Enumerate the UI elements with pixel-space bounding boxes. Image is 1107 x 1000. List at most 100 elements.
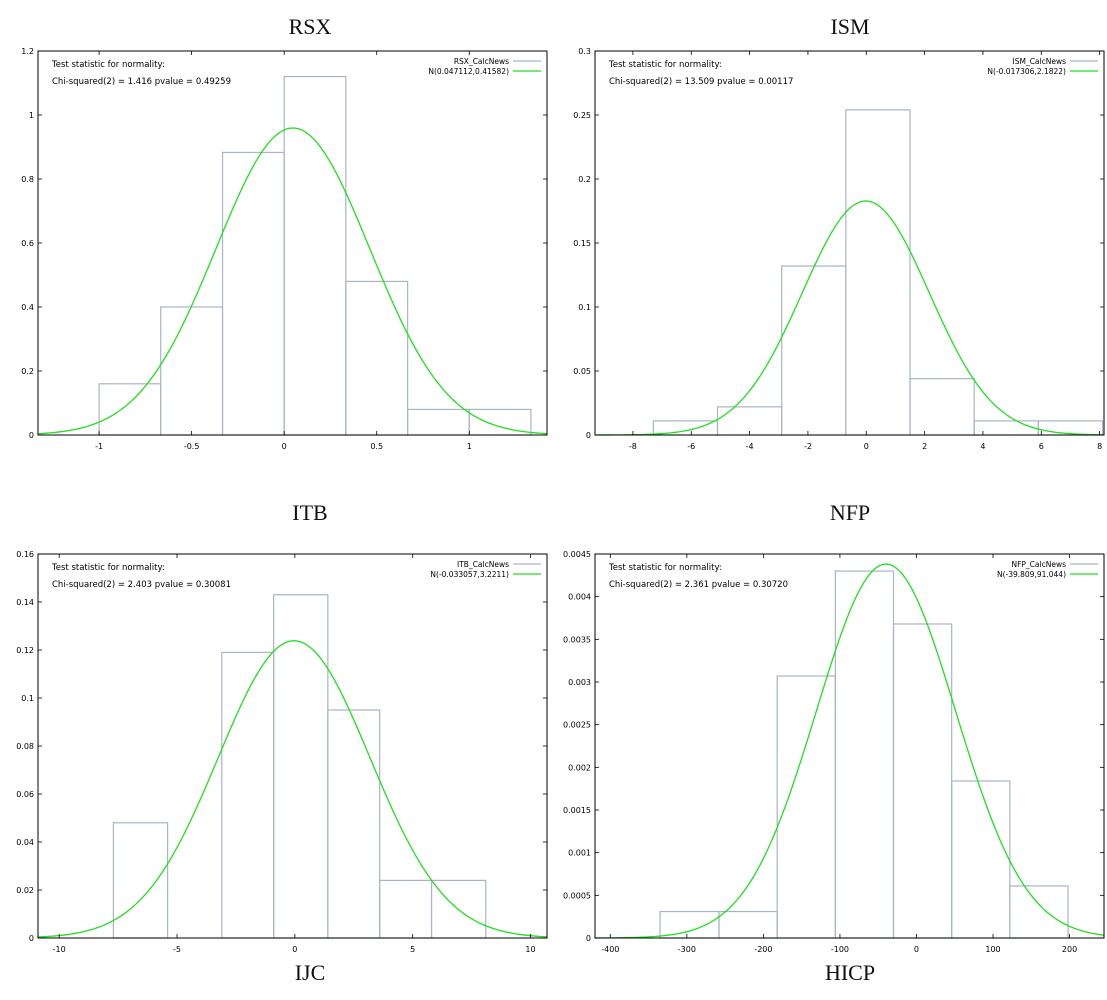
histogram-bar	[845, 109, 911, 436]
chart-caption-nfp: NFP	[829, 500, 871, 525]
histogram-bar	[345, 280, 409, 436]
y-tick-label: 0.001	[568, 849, 591, 858]
x-tick-label: 0	[864, 442, 869, 451]
x-tick-label: -100	[831, 945, 849, 954]
y-tick-label: 0.12	[16, 646, 34, 655]
x-tick-label: 0	[914, 945, 919, 954]
histogram-bar	[221, 651, 275, 939]
histogram-bar	[781, 265, 847, 436]
x-tick-label: -10	[53, 945, 66, 954]
legend-entry: NFP_CalcNews	[1011, 560, 1066, 569]
y-tick-label: 0.003	[568, 678, 591, 687]
y-tick-label: 0.8	[21, 175, 34, 184]
y-tick-label: 0.04	[16, 838, 34, 847]
x-tick-label: 6	[1039, 442, 1044, 451]
y-tick-label: 0.08	[16, 742, 34, 751]
histogram-bar	[160, 306, 224, 436]
y-tick-label: 0.0035	[563, 635, 591, 644]
plot-frame	[594, 553, 1105, 939]
x-tick-label: 200	[1062, 945, 1077, 954]
normal-curve	[37, 127, 548, 435]
chart-caption-hicp: HICP	[824, 960, 876, 985]
histogram-bar	[273, 594, 329, 939]
normality-test-annotation: Test statistic for normality:	[51, 563, 165, 573]
x-tick-label: -200	[754, 945, 772, 954]
histogram-bar	[659, 910, 720, 939]
y-tick-label: 0.02	[16, 886, 34, 895]
y-tick-label: 0.0025	[563, 721, 591, 730]
histogram-bar	[112, 822, 169, 939]
chart-caption-rsx: RSX	[288, 14, 332, 39]
plot-frame	[594, 50, 1105, 436]
y-tick-label: 0.0045	[563, 550, 591, 559]
x-tick-label: -1	[95, 442, 103, 451]
normality-test-annotation: Chi-squared(2) = 2.361 pvalue = 0.30720	[609, 580, 788, 590]
plot-frame	[37, 50, 548, 436]
chart-caption-itb: ITB	[292, 500, 328, 525]
chart-itb: 0 0.02 0.04 0.06 0.08 0.1 0.12 0.14 0.16 -10 -5 0 5 1…	[16, 550, 548, 954]
legend-entry: N(0.047112,0.41582)	[428, 67, 509, 76]
x-tick-label: 5	[410, 945, 415, 954]
x-tick-label: 2	[922, 442, 927, 451]
x-tick-label: 0.5	[370, 442, 383, 451]
histogram-bar	[221, 151, 285, 436]
y-tick-label: 0.004	[568, 593, 591, 602]
histogram-bar	[718, 910, 778, 939]
histogram-bar	[973, 420, 1039, 436]
y-tick-label: 0.0015	[563, 806, 591, 815]
x-tick-label: 8	[1097, 442, 1102, 451]
legend-entry: RSX_CalcNews	[454, 57, 509, 66]
chart-caption-ism: ISM	[830, 14, 870, 39]
legend-entry: N(-0.017306,2.1822)	[987, 67, 1066, 76]
histogram-bar	[776, 675, 836, 939]
x-tick-label: -400	[601, 945, 619, 954]
normal-curve	[594, 563, 1105, 939]
x-tick-label: 0	[282, 442, 287, 451]
y-tick-label: 0.14	[16, 598, 34, 607]
x-tick-label: -5	[173, 945, 181, 954]
histogram-bar	[98, 383, 162, 436]
histogram-bar	[716, 406, 783, 436]
normal-curve	[595, 200, 1105, 436]
y-tick-label: 0.4	[21, 303, 34, 312]
y-tick-label: 0.2	[21, 367, 34, 376]
histogram-bar	[909, 378, 975, 436]
chart-rsx: 0 0.2 0.4 0.6 0.8 1 1.2 -1 -0.5 0 0.5 1 Test statist…	[21, 47, 548, 451]
y-tick-label: 0	[586, 934, 591, 943]
y-tick-label: 0.3	[578, 47, 591, 56]
y-tick-label: 0.6	[21, 239, 34, 248]
y-tick-label: 0.002	[568, 763, 591, 772]
histogram-bar	[1009, 885, 1069, 939]
legend-entry: ISM_CalcNews	[1013, 57, 1067, 66]
histogram-bar	[1037, 420, 1104, 436]
y-tick-label: 0.0005	[563, 891, 591, 900]
x-tick-label: -8	[629, 442, 637, 451]
normal-curve	[37, 640, 548, 938]
x-tick-label: 0	[292, 945, 297, 954]
chart-nfp: 0 0.0005 0.001 0.0015 0.002 0.0025 0.003 0.0035…	[563, 550, 1105, 954]
x-tick-label: 4	[980, 442, 985, 451]
y-tick-label: 1.2	[21, 47, 34, 56]
normality-test-annotation: Test statistic for normality:	[51, 60, 165, 70]
normality-test-annotation: Test statistic for normality:	[608, 563, 722, 573]
x-tick-label: -6	[687, 442, 695, 451]
histogram-bar	[652, 420, 719, 436]
normality-test-annotation: Chi-squared(2) = 1.416 pvalue = 0.49259	[52, 77, 231, 87]
legend-entry: ITB_CalcNews	[457, 560, 509, 569]
y-tick-label: 0.06	[16, 790, 34, 799]
histogram-bar	[283, 76, 347, 436]
legend-entry: N(-39.809,91.044)	[997, 570, 1066, 579]
histogram-bar	[327, 709, 381, 939]
y-tick-label: 0	[29, 431, 34, 440]
y-tick-label: 0.15	[573, 239, 591, 248]
y-tick-label: 0	[586, 431, 591, 440]
legend-entry: N(-0.033057,3.2211)	[430, 570, 509, 579]
y-tick-label: 0.05	[573, 367, 591, 376]
x-tick-label: -0.5	[184, 442, 200, 451]
x-tick-label: -2	[804, 442, 812, 451]
chart-caption-ijc: IJC	[294, 960, 326, 985]
y-tick-label: 0	[29, 934, 34, 943]
y-tick-label: 0.2	[578, 175, 591, 184]
y-tick-label: 1	[29, 111, 34, 120]
x-tick-label: -300	[678, 945, 696, 954]
